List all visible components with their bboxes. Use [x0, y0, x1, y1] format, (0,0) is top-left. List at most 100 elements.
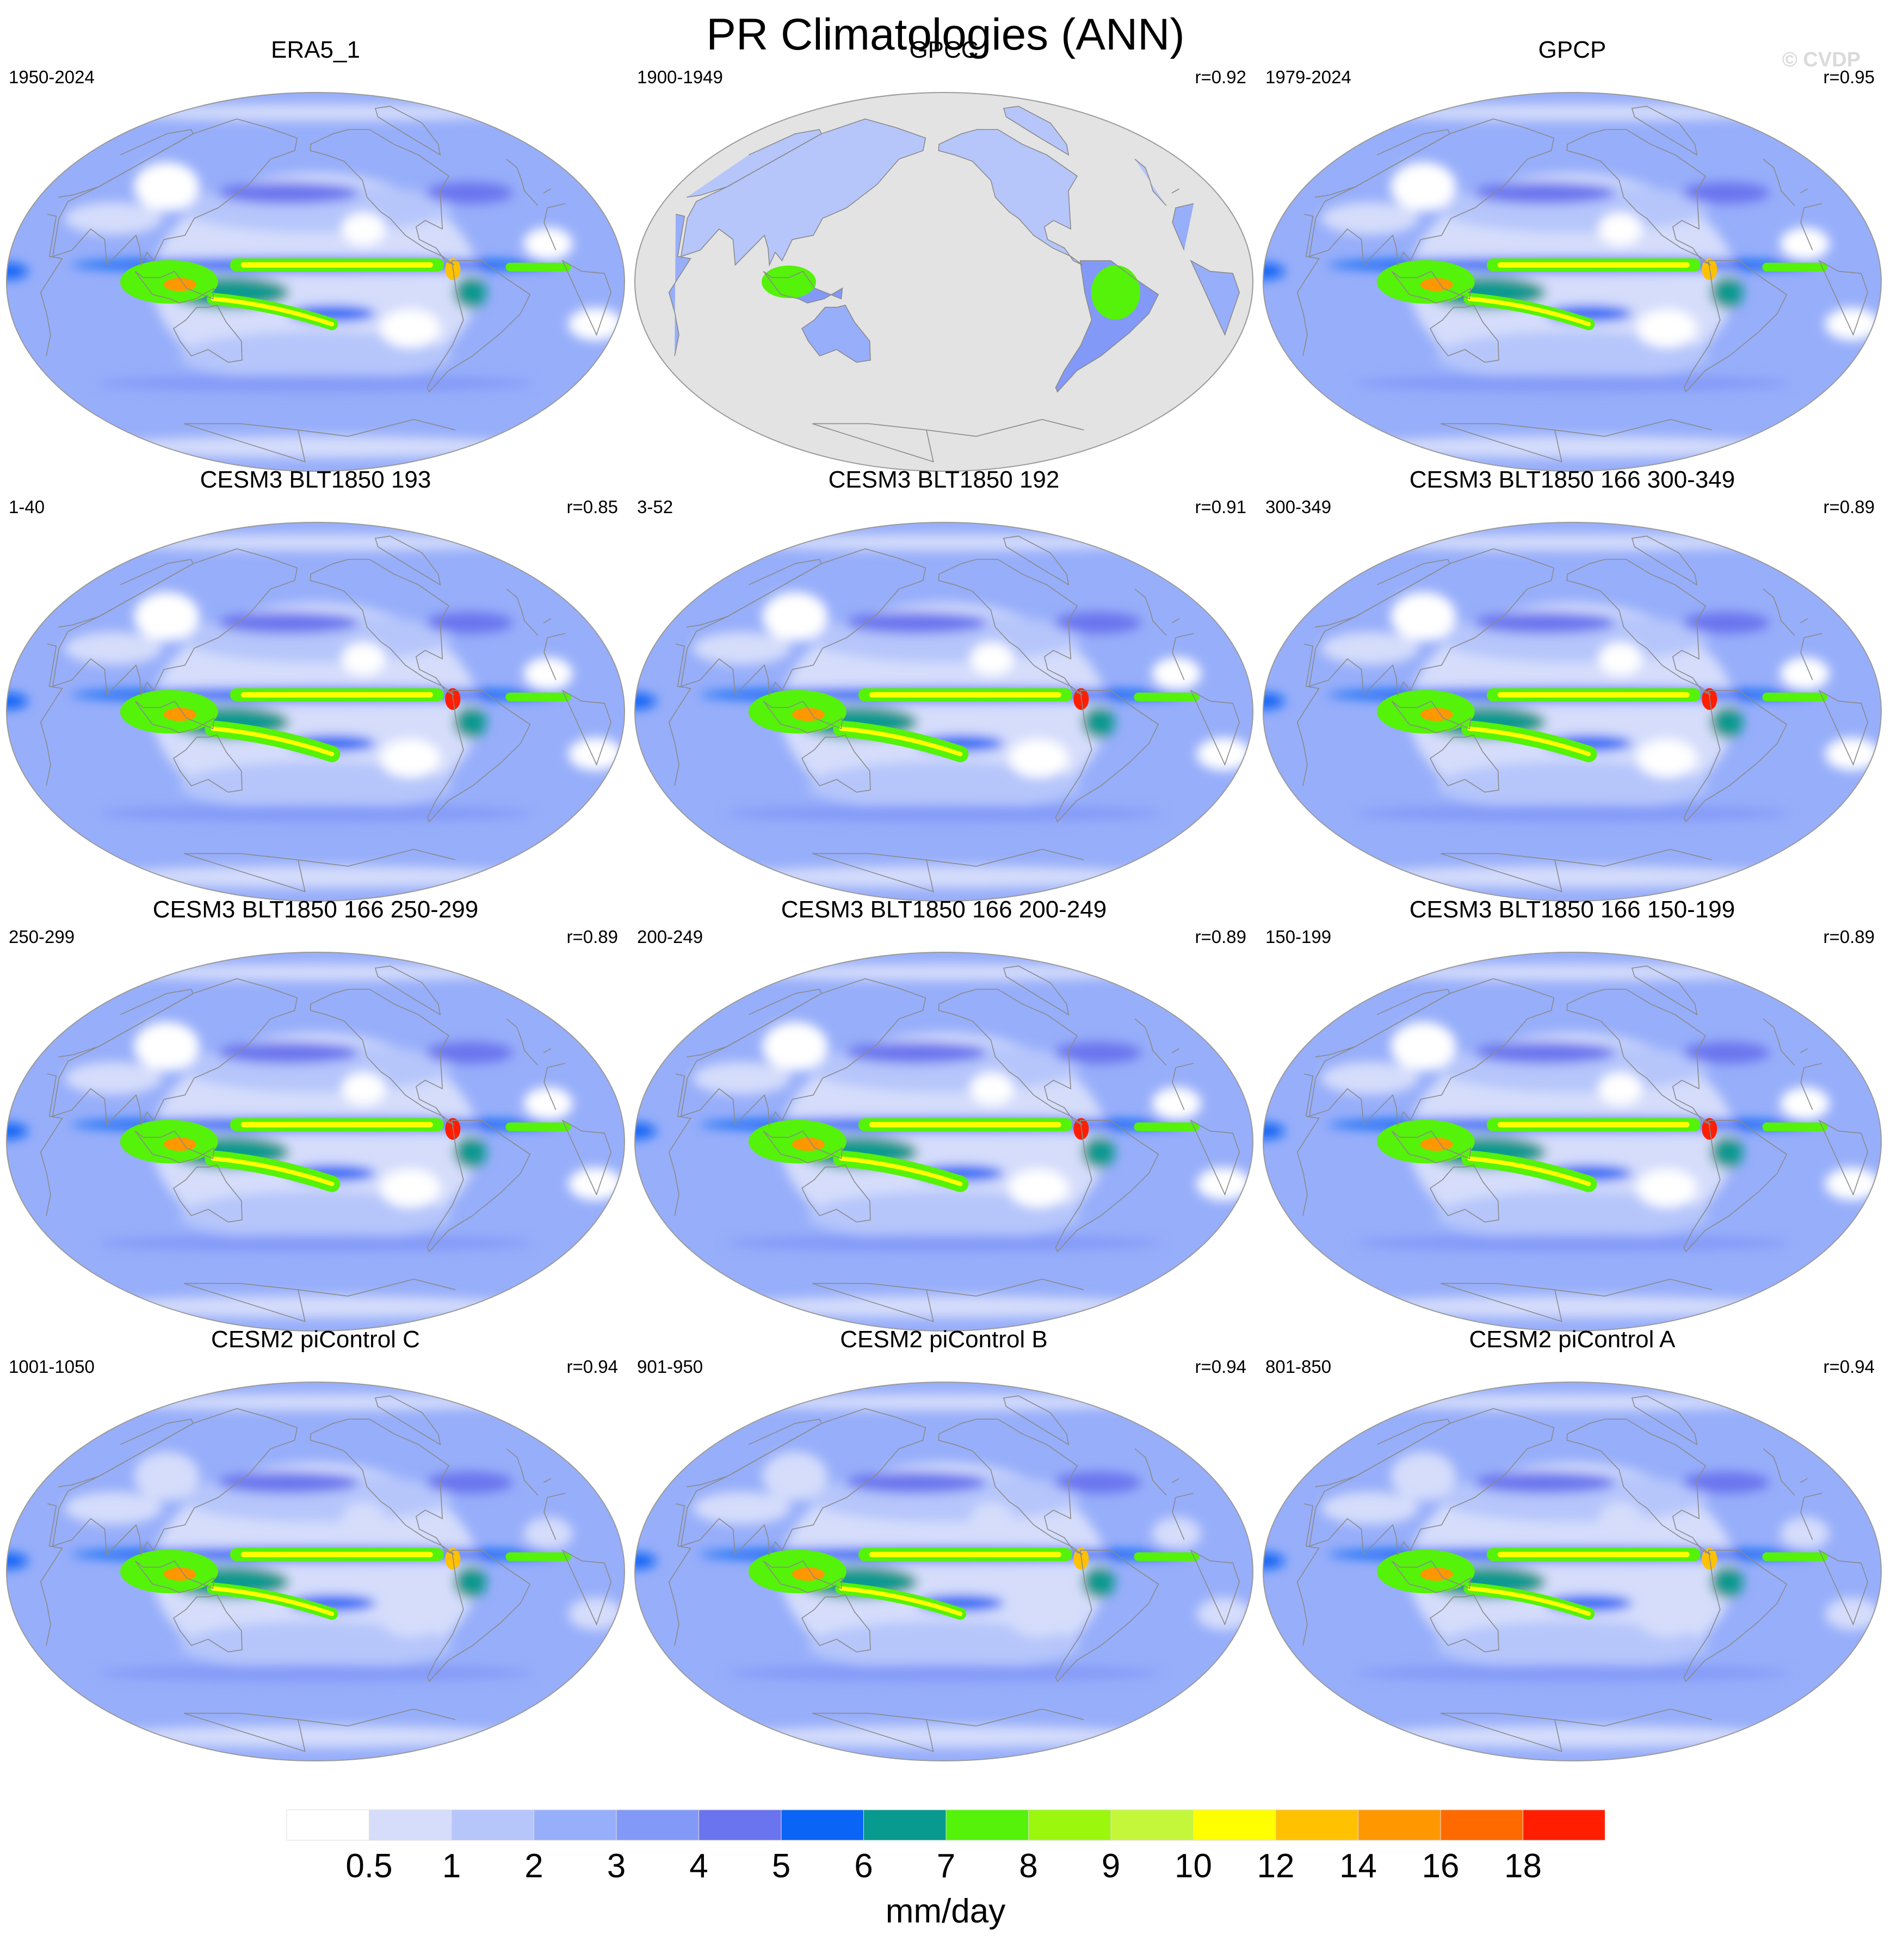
pattern-correlation: r=0.94	[1823, 1357, 1875, 1377]
coast-indonesia	[763, 1130, 843, 1163]
precip-region-10	[1054, 612, 1141, 634]
colorbar-box	[863, 1809, 947, 1841]
precip-region-17	[98, 436, 533, 458]
precip-region-8	[64, 632, 163, 665]
land-australia	[802, 305, 870, 362]
precip-region-6	[568, 1597, 623, 1630]
coast-australia	[172, 304, 243, 363]
panel-period: 1900-1949	[637, 67, 723, 87]
precip-region-11	[98, 375, 533, 392]
panel-title: CESM3 BLT1850 193	[200, 466, 431, 493]
precip-region-15	[454, 1565, 487, 1599]
coast-asia	[680, 548, 926, 697]
precip-region-17	[726, 866, 1161, 888]
cvdp-watermark: © CVDP	[1782, 48, 1861, 71]
coast-samerica	[1683, 1550, 1788, 1682]
precip-map	[634, 1382, 1253, 1761]
map-panel: CESM3 BLT1850 166 200-249 200-249 r=0.89	[634, 895, 1254, 1332]
precip-map	[634, 92, 1253, 472]
coast-australia	[1429, 1164, 1499, 1223]
precip-region-9	[1473, 1471, 1615, 1494]
colorbar-box	[369, 1809, 452, 1841]
precip-region-6	[1825, 1597, 1880, 1630]
colorbar-box	[1110, 1809, 1194, 1841]
map-panel: CESM3 BLT1850 166 300-349 300-349 r=0.89	[1262, 465, 1882, 902]
precip-region-8	[1321, 1062, 1419, 1095]
precip-region-3	[134, 592, 200, 641]
precip-field	[7, 104, 623, 458]
precip-region-18	[726, 1394, 1161, 1410]
amazon-wet	[1091, 265, 1140, 320]
coast-antarctica	[812, 1708, 1084, 1752]
coast-australia	[801, 1594, 871, 1653]
coast-asia	[52, 978, 298, 1126]
precip-region-11	[98, 1235, 533, 1252]
coast-antarctica	[1440, 418, 1713, 463]
precip-region-11	[1355, 805, 1790, 822]
atlantic-itcz	[1762, 692, 1828, 701]
coast-africa	[40, 633, 612, 786]
atlantic-itcz	[1762, 1122, 1828, 1131]
atlantic-itcz	[505, 262, 571, 272]
precip-region-6	[1825, 1167, 1880, 1200]
precip-region-6	[568, 737, 623, 771]
colorbar-box	[699, 1809, 782, 1841]
precip-region-8	[693, 632, 791, 665]
colorbar-tick-label: 12	[1257, 1847, 1295, 1885]
spcz-core	[211, 1586, 335, 1616]
precip-region-18	[1355, 964, 1790, 981]
precip-region-8	[1321, 632, 1419, 665]
precip-region-3	[134, 1022, 200, 1071]
coast-africa	[40, 1063, 612, 1216]
coast-africa	[668, 1493, 1240, 1646]
coast-indonesia	[763, 270, 843, 304]
coast-namerica	[310, 989, 455, 1125]
precip-region-16	[1263, 693, 1285, 710]
itcz-bands	[120, 258, 571, 330]
coast-greenland	[374, 106, 441, 156]
coast-australia	[801, 1164, 871, 1223]
precip-region-18	[726, 964, 1161, 981]
coast-greenland	[374, 535, 441, 586]
precip-region-16	[1263, 1123, 1285, 1139]
coast-namerica	[1566, 129, 1711, 266]
maritime-max	[1420, 1138, 1453, 1151]
precip-region-7	[523, 227, 573, 260]
itcz-bands	[1376, 258, 1828, 330]
colorbar-box	[1193, 1809, 1276, 1841]
precip-region-9	[845, 1041, 987, 1064]
map-panel: CESM2 piControl A 801-850 r=0.94	[1262, 1324, 1882, 1761]
coast-greenland	[1003, 965, 1070, 1016]
spcz-core	[211, 1156, 335, 1186]
spcz-core	[1467, 726, 1591, 756]
maritime-max	[792, 1138, 825, 1151]
precip-region-6	[1825, 737, 1880, 771]
coast-antarctica	[812, 1278, 1084, 1322]
precip-region-15	[1710, 1136, 1744, 1169]
itcz-core	[869, 692, 1061, 698]
colorbar-box	[451, 1809, 534, 1841]
precip-region-3	[1391, 592, 1456, 641]
land-asia	[681, 119, 926, 265]
spcz-core	[211, 726, 335, 756]
map-border	[1263, 1382, 1882, 1761]
land-africa	[669, 204, 1240, 356]
precip-region-2	[180, 761, 452, 811]
itcz-core	[1497, 262, 1690, 268]
precip-region-16	[7, 263, 28, 280]
precip-region-3	[1391, 1452, 1456, 1501]
coast-africa	[1296, 633, 1869, 786]
panel-period: 1950-2024	[9, 67, 95, 87]
precip-region-10	[425, 1471, 513, 1494]
precip-region-8	[693, 1491, 791, 1525]
colorbar-tick-label: 7	[936, 1847, 956, 1885]
colorbar-tick-label: 14	[1339, 1847, 1377, 1885]
precip-region-17	[1355, 866, 1790, 888]
map-panel: GPCC 1900-1949 r=0.92	[634, 35, 1254, 472]
precip-region-10	[425, 1041, 513, 1064]
precip-region-15	[1082, 1565, 1115, 1599]
coastlines	[40, 965, 612, 1322]
coastlines	[1296, 106, 1869, 463]
precip-region-4	[342, 642, 386, 675]
precip-region-4	[342, 1072, 386, 1105]
